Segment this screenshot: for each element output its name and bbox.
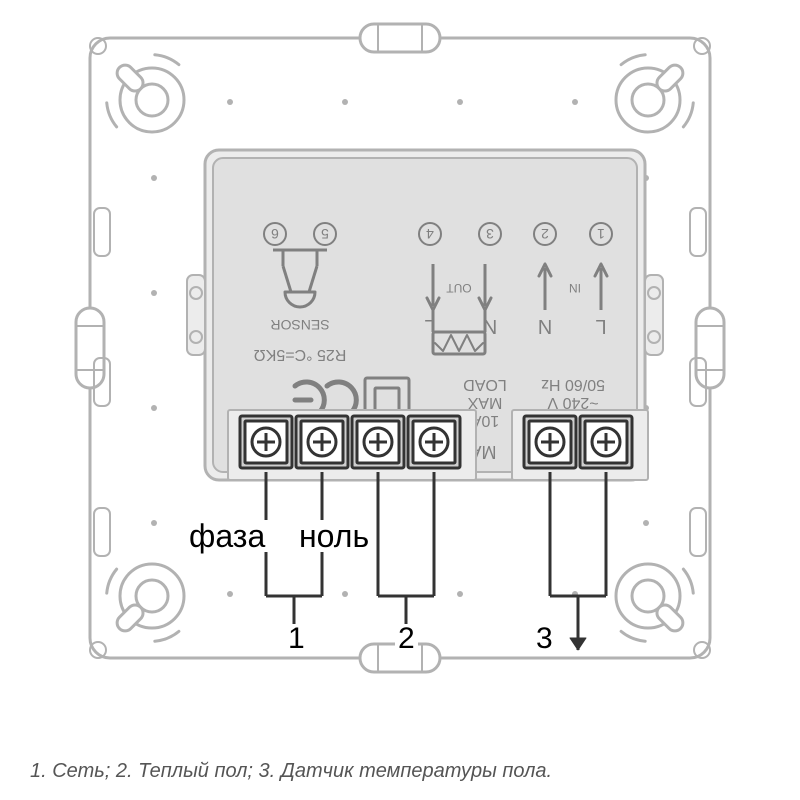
label-num-1: 1 — [285, 624, 308, 654]
svg-text:IN: IN — [569, 281, 581, 295]
label-nol: ноль — [295, 520, 373, 552]
svg-text:N: N — [538, 315, 552, 337]
svg-text:50/60 Hz: 50/60 Hz — [541, 376, 605, 393]
legend-text: 1. Сеть; 2. Теплый пол; 3. Датчик темпер… — [30, 760, 552, 783]
svg-text:4: 4 — [426, 226, 434, 242]
svg-text:1: 1 — [597, 226, 605, 242]
svg-text:L: L — [595, 315, 606, 337]
label-num-3: 3 — [533, 624, 556, 654]
svg-text:R25 °C=5KΩ: R25 °C=5KΩ — [254, 346, 347, 363]
svg-text:OUT: OUT — [446, 281, 472, 295]
svg-text:LOAD: LOAD — [463, 376, 507, 393]
svg-text:3: 3 — [486, 226, 494, 242]
label-faza: фаза — [185, 520, 269, 552]
svg-text:2: 2 — [541, 226, 549, 242]
svg-text:MAX: MAX — [467, 394, 502, 411]
label-num-2: 2 — [395, 624, 418, 654]
svg-text:SENSOR: SENSOR — [270, 317, 329, 333]
wiring-diagram: MADE IN KOREAAC 100~240 V50/60 Hz10AMAXL… — [0, 0, 800, 800]
svg-text:~240 V: ~240 V — [547, 394, 598, 411]
svg-text:5: 5 — [321, 226, 329, 242]
svg-text:6: 6 — [271, 226, 279, 242]
